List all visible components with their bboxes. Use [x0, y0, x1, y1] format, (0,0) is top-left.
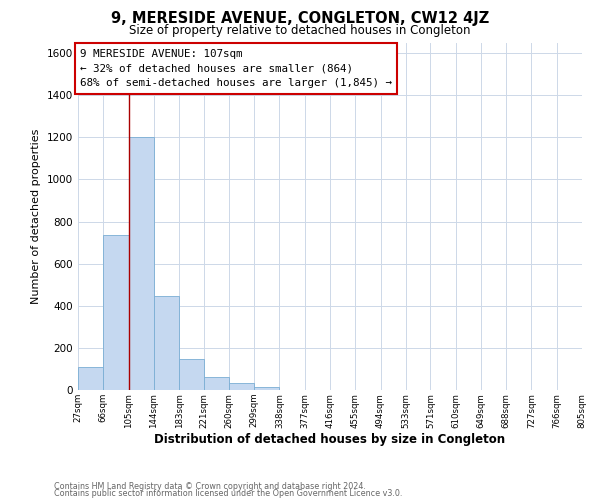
Text: Size of property relative to detached houses in Congleton: Size of property relative to detached ho… [129, 24, 471, 37]
Y-axis label: Number of detached properties: Number of detached properties [31, 128, 41, 304]
Text: 9, MERESIDE AVENUE, CONGLETON, CW12 4JZ: 9, MERESIDE AVENUE, CONGLETON, CW12 4JZ [111, 12, 489, 26]
Bar [103, 235, 128, 390]
Text: Contains public sector information licensed under the Open Government Licence v3: Contains public sector information licen… [54, 489, 403, 498]
Bar [128, 138, 154, 390]
Text: 9 MERESIDE AVENUE: 107sqm
← 32% of detached houses are smaller (864)
68% of semi: 9 MERESIDE AVENUE: 107sqm ← 32% of detac… [80, 49, 392, 88]
Bar [203, 378, 229, 390]
Bar [179, 360, 205, 390]
Bar [229, 383, 254, 390]
Bar [154, 296, 179, 390]
Bar [78, 367, 103, 390]
Bar [254, 387, 280, 390]
X-axis label: Distribution of detached houses by size in Congleton: Distribution of detached houses by size … [154, 433, 506, 446]
Text: Contains HM Land Registry data © Crown copyright and database right 2024.: Contains HM Land Registry data © Crown c… [54, 482, 366, 491]
